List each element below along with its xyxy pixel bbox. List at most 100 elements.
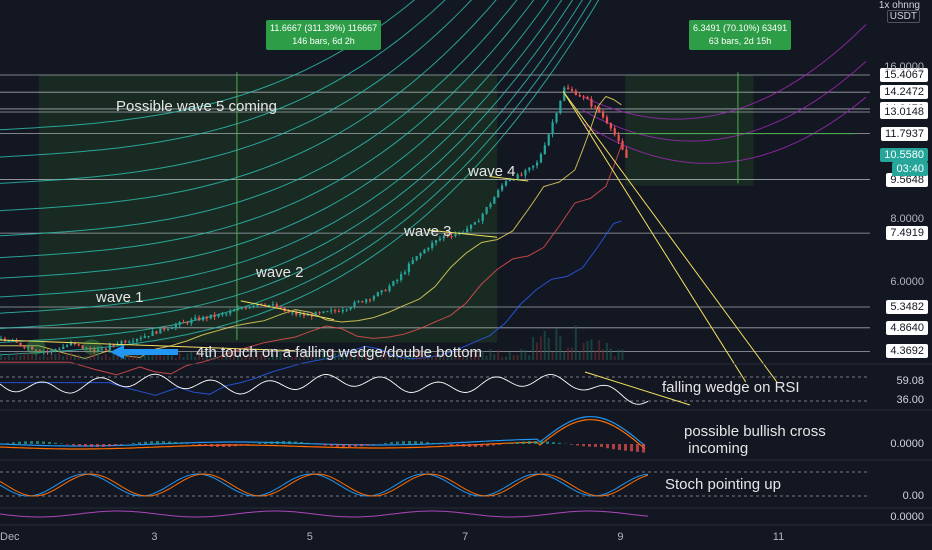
- macd-histogram-bar: [282, 441, 285, 444]
- candle-body: [221, 313, 224, 315]
- volume-bar: [559, 336, 562, 360]
- candle-body: [287, 311, 290, 313]
- currency-badge[interactable]: USDT: [886, 10, 920, 23]
- current-price-tag[interactable]: 10.5580: [880, 147, 928, 162]
- candle-body: [260, 303, 263, 306]
- candle-body: [159, 327, 162, 334]
- volume-bar: [163, 355, 166, 360]
- candle-body: [151, 331, 154, 337]
- macd-histogram-bar: [288, 441, 291, 444]
- volume-bar: [497, 349, 500, 360]
- macd-histogram-bar: [96, 444, 99, 447]
- candle-body: [271, 304, 275, 306]
- volume-bar: [3, 356, 6, 360]
- measure-range-2: [625, 75, 754, 186]
- macd-value[interactable]: 0.0000: [890, 438, 924, 450]
- price-level-tag[interactable]: 9.5648: [886, 172, 928, 187]
- macd-histogram-bar: [600, 444, 603, 447]
- macd-histogram-bar: [18, 441, 21, 444]
- price-level-tag[interactable]: 14.2472: [880, 85, 928, 100]
- candle-body: [551, 122, 554, 135]
- price-level-tag[interactable]: 4.3692: [886, 344, 928, 359]
- volume-bar: [466, 356, 469, 360]
- macd-histogram-bar: [144, 441, 147, 444]
- price-level-tag[interactable]: 15.4067: [880, 68, 928, 83]
- candle-body: [0, 338, 3, 340]
- candle-body: [201, 316, 205, 321]
- macd-histogram-bar: [612, 444, 615, 450]
- volume-bar: [574, 325, 577, 360]
- candle-body: [170, 328, 174, 330]
- volume-bar: [365, 352, 368, 360]
- volume-bar: [69, 352, 72, 360]
- macd-histogram-bar: [228, 444, 231, 447]
- x-tick-label: 11: [772, 531, 785, 543]
- volume-bar: [310, 352, 313, 360]
- volume-bar: [132, 355, 135, 360]
- volume-bar: [392, 354, 395, 360]
- volume-bar: [81, 357, 84, 360]
- price-level-tag[interactable]: 4.8640: [886, 320, 928, 335]
- volume-bar: [287, 357, 290, 360]
- volume-bar: [594, 350, 597, 360]
- macd-histogram-bar: [204, 444, 207, 447]
- x-tick-label: 7: [462, 531, 469, 543]
- candle-body: [442, 235, 445, 239]
- candle-body: [539, 154, 543, 163]
- macd-histogram-bar: [54, 442, 57, 444]
- countdown-tag[interactable]: 03:40: [892, 161, 928, 176]
- candle-body: [147, 336, 150, 338]
- macd-histogram-bar: [102, 444, 105, 447]
- rsi-level[interactable]: 59.08: [896, 375, 924, 387]
- candle-body: [69, 342, 73, 346]
- price-level-tag[interactable]: 13.0148: [880, 105, 928, 120]
- stoch-value[interactable]: 0.00: [902, 490, 924, 502]
- volume-bar: [248, 350, 251, 360]
- candle-body: [341, 310, 344, 312]
- macd-histogram-bar: [192, 444, 195, 445]
- macd-histogram-bar: [474, 444, 477, 447]
- volume-bar: [194, 356, 197, 360]
- volume-bar: [283, 355, 286, 360]
- x-tick-label: 5: [306, 531, 313, 543]
- rsi-level[interactable]: 36.00: [896, 394, 924, 406]
- macd-histogram-bar: [468, 444, 471, 447]
- candle-body: [400, 274, 403, 280]
- candle-body: [466, 228, 469, 233]
- candle-body: [516, 174, 519, 180]
- candle-body: [365, 299, 368, 303]
- volume-bar: [19, 355, 22, 360]
- volume-bar: [504, 356, 507, 360]
- volume-bar: [438, 353, 441, 360]
- price-axis-tick[interactable]: 16.0000: [884, 60, 924, 73]
- volume-bar: [267, 357, 270, 360]
- candle-body: [462, 232, 465, 234]
- volume-bar: [77, 354, 80, 360]
- candle-body: [493, 197, 496, 204]
- candle-body: [85, 347, 88, 349]
- wedge-line: [427, 229, 498, 238]
- candle-body: [112, 344, 115, 346]
- macd-histogram-bar: [534, 441, 537, 444]
- arc-curve: [582, 24, 867, 120]
- volume-bar: [415, 352, 418, 360]
- rsi-line: [0, 373, 649, 405]
- candle-body: [497, 190, 500, 198]
- candle-body: [368, 299, 372, 301]
- lower-indicator-value[interactable]: 0.0000: [890, 511, 924, 523]
- arrow-icon: [110, 345, 178, 359]
- volume-bar: [435, 353, 437, 360]
- price-level-tag[interactable]: 5.3482: [886, 300, 928, 314]
- macd-histogram-bar: [516, 442, 519, 444]
- volume-bar: [182, 357, 185, 360]
- candle-body: [89, 347, 92, 350]
- price-level-tag[interactable]: 11.7937: [881, 126, 928, 141]
- price-axis-tick[interactable]: 8.0000: [890, 212, 924, 225]
- volume-bar: [345, 351, 348, 360]
- candle-body: [7, 340, 10, 342]
- fan-curve: [0, 0, 574, 314]
- volume-bar: [221, 357, 224, 360]
- price-axis-tick[interactable]: 6.0000: [890, 275, 924, 288]
- price-level-tag[interactable]: 7.4919: [886, 226, 928, 241]
